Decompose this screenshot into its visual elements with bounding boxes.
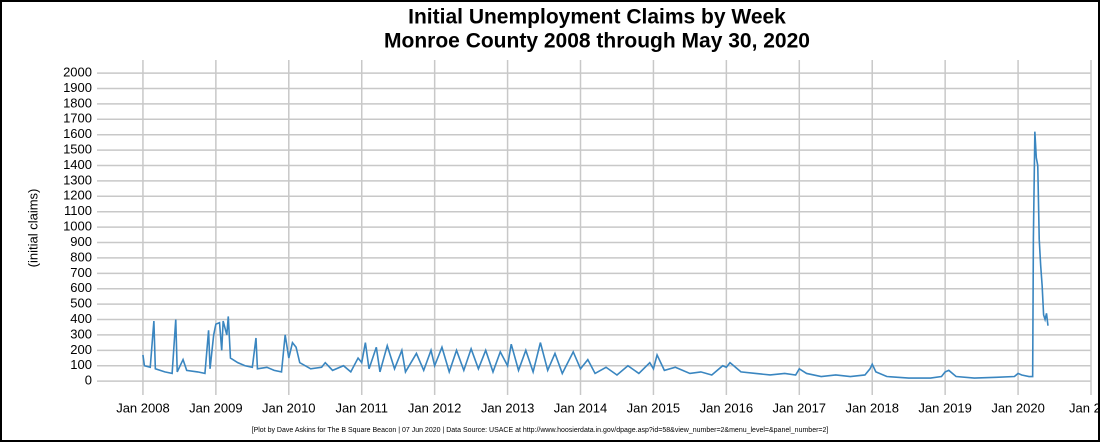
x-tick-label: Jan 2014 [554,400,608,415]
x-tick-label: Jan 2010 [262,400,316,415]
data-line [142,131,1049,379]
y-tick-label: 1000 [63,219,92,234]
x-tick-label: Jan 20 [1069,400,1100,415]
y-tick-label: 1900 [63,80,92,95]
x-tick-label: Jan 2018 [845,400,899,415]
x-tick-label: Jan 2017 [773,400,827,415]
y-tick-label: 400 [70,311,92,326]
y-tick-label: 1700 [63,111,92,126]
x-tick-label: Jan 2012 [408,400,462,415]
y-tick-label: 800 [70,249,92,264]
x-tick-label: Jan 2019 [918,400,972,415]
x-tick-label: Jan 2011 [335,400,388,415]
chart-subtitle: Monroe County 2008 through May 30, 2020 [384,30,810,53]
y-axis-label: (initial claims) [25,189,40,268]
y-tick-label: 1800 [63,95,92,110]
y-tick-label: 2000 [63,65,92,80]
y-tick-label: 0 [85,373,92,388]
y-tick-label: 200 [70,342,92,357]
y-tick-label: 1100 [64,203,92,218]
footnote: [Plot by Dave Askins for The B Square Be… [252,427,829,434]
y-tick-label: 300 [70,326,92,341]
y-tick-label: 600 [70,280,92,295]
y-tick-label: 1600 [63,126,92,141]
y-tick-label: 1400 [63,157,92,172]
x-tick-label: Jan 2008 [116,400,170,415]
y-tick-label: 700 [70,265,92,280]
y-tick-label: 1200 [63,188,92,203]
y-tick-label: 1300 [63,172,92,187]
x-tick-label: Jan 2009 [189,400,243,415]
x-tick-label: Jan 2016 [700,400,754,415]
x-tick-label: Jan 2020 [991,400,1045,415]
y-tick-label: 500 [70,296,92,311]
y-tick-label: 100 [70,357,92,372]
y-tick-label: 900 [70,234,92,249]
x-tick-label: Jan 2013 [481,400,535,415]
y-tick-label: 1500 [63,142,92,157]
chart-title: Initial Unemployment Claims by Week [408,6,786,29]
x-tick-label: Jan 2015 [627,400,681,415]
